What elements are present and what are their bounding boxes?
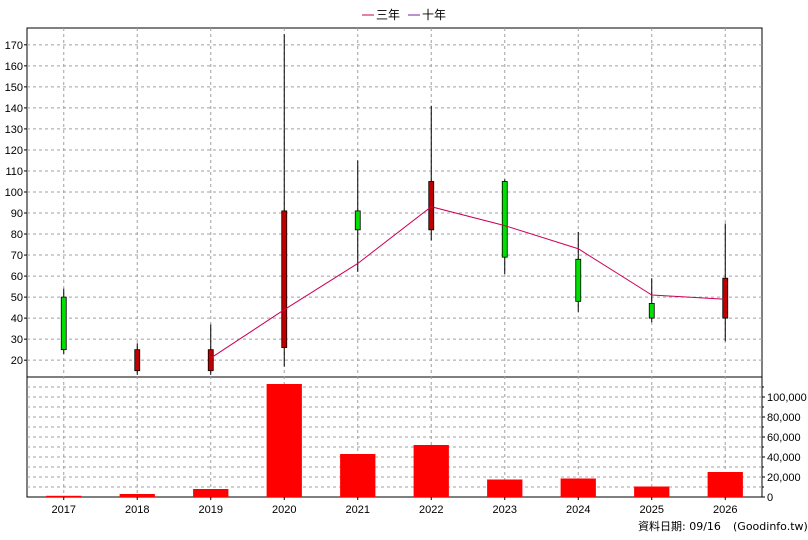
candle-body (354, 210, 361, 231)
volume-bar (487, 479, 523, 497)
legend-label-three-year: 三年 (376, 8, 400, 22)
price-tick-label: 70 (11, 250, 23, 262)
price-tick-label: 120 (5, 145, 23, 157)
candlesticks (60, 34, 729, 375)
x-axis: 2017 2018 2019 2020 2021 2022 2023 2024 2025 2026 (52, 497, 737, 516)
data-source: (Goodinfo.tw) (733, 520, 808, 533)
volume-bar (560, 478, 596, 497)
price-tick-label: 130 (5, 124, 23, 136)
candle-body (207, 349, 214, 372)
price-tick-label: 80 (11, 229, 23, 241)
price-tick-label: 170 (5, 40, 23, 52)
x-tick-label: 2020 (272, 504, 296, 516)
volume-tick-label: 0 (767, 492, 773, 504)
price-tick-label: 160 (5, 61, 23, 73)
volume-tick-label: 100,000 (767, 392, 807, 404)
x-tick-label: 2025 (640, 504, 664, 516)
price-axis: 20 30 40 50 60 70 80 90 100 110 120 130 140 150 160 170 (5, 40, 27, 367)
candle-body (501, 181, 508, 258)
legend: 三年 十年 (362, 8, 446, 22)
price-plot-area (26, 27, 763, 378)
volume-axis: 0 20,000 40,000 60,000 80,000 100,000 (762, 386, 807, 504)
moving-average-lines (210, 206, 726, 359)
candle-body (428, 181, 435, 231)
volume-tick-label: 20,000 (767, 472, 801, 484)
price-tick-label: 150 (5, 82, 23, 94)
data-date: 資料日期: 09/16 (638, 519, 721, 533)
price-tick-label: 110 (5, 166, 23, 178)
candle-body (134, 349, 141, 372)
x-tick-label: 2021 (346, 504, 370, 516)
candle-body (60, 296, 67, 351)
price-tick-label: 40 (11, 313, 23, 325)
price-tick-label: 20 (11, 355, 23, 367)
volume-bar (266, 384, 302, 497)
volume-bar (119, 494, 155, 497)
volume-bar (707, 472, 743, 497)
candle-body (722, 277, 729, 319)
volume-bar (634, 486, 670, 497)
price-tick-label: 60 (11, 271, 23, 283)
x-tick-label: 2022 (419, 504, 443, 516)
volume-tick-label: 40,000 (767, 452, 801, 464)
candle-body (281, 210, 288, 348)
volume-bar (413, 445, 449, 497)
volume-bars (46, 384, 743, 497)
series-line (210, 206, 726, 359)
x-tick-label: 2017 (52, 504, 76, 516)
x-tick-label: 2023 (493, 504, 517, 516)
volume-tick-label: 80,000 (767, 412, 801, 424)
price-tick-label: 90 (11, 208, 23, 220)
price-tick-label: 100 (5, 187, 23, 199)
price-tick-label: 50 (11, 292, 23, 304)
volume-tick-label: 60,000 (767, 432, 801, 444)
price-tick-label: 140 (5, 103, 23, 115)
x-tick-label: 2026 (713, 504, 737, 516)
candle-body (648, 303, 655, 319)
volume-bar (193, 489, 229, 497)
legend-label-ten-year: 十年 (422, 8, 446, 22)
x-tick-label: 2018 (125, 504, 149, 516)
x-tick-label: 2019 (199, 504, 223, 516)
volume-bar (340, 454, 376, 497)
volume-bar (46, 495, 82, 497)
x-tick-label: 2024 (566, 504, 590, 516)
price-tick-label: 30 (11, 334, 23, 346)
candle-body (575, 258, 582, 302)
